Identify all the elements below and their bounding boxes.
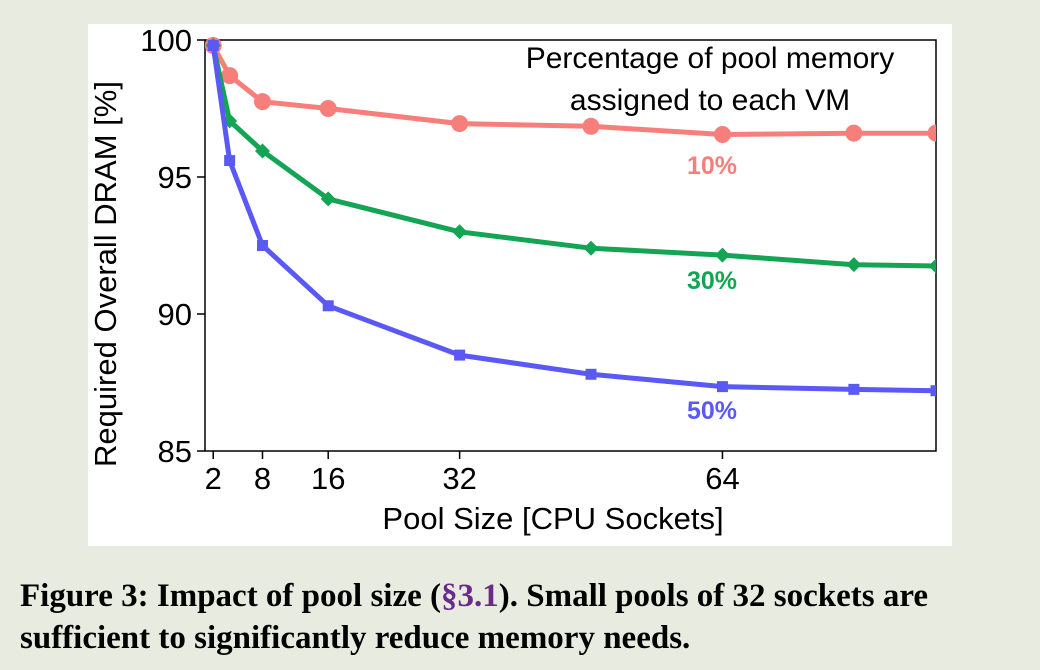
data-point: [714, 247, 730, 263]
series-2: [205, 37, 936, 274]
data-point: [583, 240, 599, 256]
plot-area-frame: [204, 39, 937, 452]
data-point: [454, 349, 466, 361]
data-point: [254, 143, 270, 159]
data-point: [256, 240, 268, 251]
legend-title-line-1: Percentage of pool memory: [526, 42, 895, 75]
x-tick-label: 2: [205, 461, 222, 496]
series-label-30: 30%: [687, 267, 737, 295]
series-1: [205, 36, 936, 144]
y-tick-label: 90: [158, 297, 192, 332]
data-point: [846, 257, 862, 273]
caption-lead: Figure 3: Impact of pool size (: [20, 578, 441, 614]
y-axis-label: Required Overall DRAM [%]: [88, 81, 123, 467]
x-tick-label: 32: [442, 461, 476, 496]
series-label-50: 50%: [687, 397, 737, 425]
series-3: [207, 39, 936, 397]
data-point: [207, 39, 219, 51]
y-tick-label: 95: [158, 160, 192, 195]
data-point: [320, 191, 336, 207]
data-point: [716, 381, 728, 393]
x-tick-label: 16: [311, 461, 345, 496]
y-tick-label: 100: [140, 24, 192, 58]
axis-ticks: 85 90 95 100 2 8 16 32 64: [140, 24, 739, 496]
data-point: [224, 155, 236, 167]
data-point: [322, 300, 334, 312]
line-chart: 85 90 95 100 2 8 16 32 64 Percentage of pool mem…: [88, 24, 937, 536]
x-axis-label: Pool Size [CPU Sockets]: [382, 501, 723, 536]
data-point: [253, 93, 271, 111]
figure-canvas: 85 90 95 100 2 8 16 32 64 Percentage of pool mem…: [88, 24, 952, 546]
data-point: [930, 385, 936, 397]
data-point: [585, 368, 597, 380]
data-point: [928, 258, 936, 274]
y-tick-label: 85: [158, 434, 192, 469]
data-point: [319, 100, 337, 117]
data-point: [582, 117, 600, 135]
data-point: [927, 124, 936, 142]
data-point: [451, 115, 469, 133]
data-point: [221, 67, 239, 85]
caption-tail: ). Small pools of 32 sockets are suffici…: [20, 578, 929, 656]
section-reference-link[interactable]: §3.1: [441, 578, 499, 614]
series-layer: [205, 36, 936, 397]
data-point: [848, 383, 860, 395]
series-label-10: 10%: [687, 152, 737, 180]
figure-caption: Figure 3: Impact of pool size (§3.1). Sm…: [20, 575, 1035, 659]
data-point: [845, 124, 863, 142]
data-point: [713, 126, 731, 144]
series-line: [210, 43, 936, 269]
legend-title-line-2: assigned to each VM: [570, 84, 850, 117]
x-tick-label: 8: [254, 461, 271, 496]
x-tick-label: 64: [705, 461, 739, 496]
data-point: [452, 224, 468, 240]
